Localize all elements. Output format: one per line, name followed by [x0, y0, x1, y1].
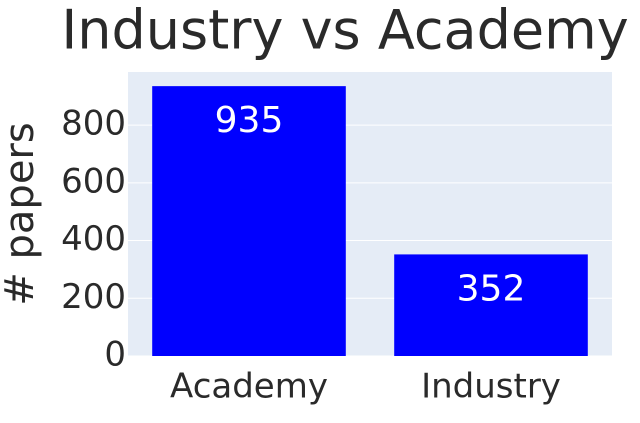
y-axis-title: # papers — [0, 122, 43, 305]
y-tick-label: 0 — [104, 335, 126, 375]
y-tick-label: 200 — [61, 277, 126, 317]
y-tick-label: 600 — [61, 161, 126, 201]
chart-title: Industry vs Academy — [61, 0, 628, 62]
y-tick-label: 400 — [61, 219, 126, 259]
bar — [394, 254, 588, 356]
y-tick-label: 800 — [61, 104, 126, 144]
value-label: 935 — [215, 100, 284, 141]
x-tick-label: Academy — [170, 367, 328, 407]
x-tick-label: Industry — [421, 367, 561, 407]
bar — [152, 86, 346, 356]
value-label: 352 — [457, 268, 526, 309]
